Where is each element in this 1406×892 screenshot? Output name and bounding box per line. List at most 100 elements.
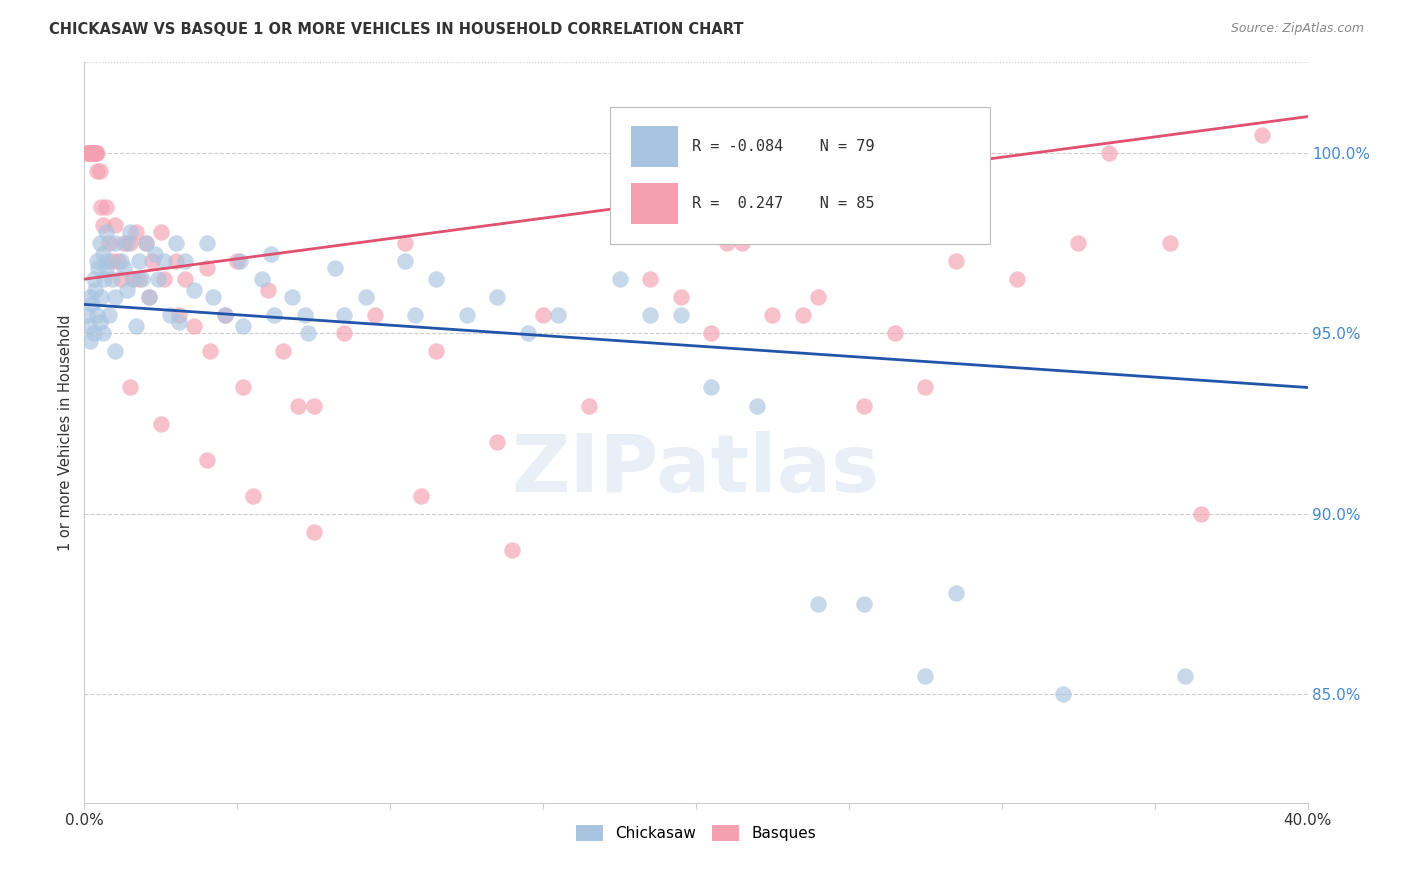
Point — [257, 283, 280, 297]
Point — [97, 235, 120, 250]
Point — [120, 225, 142, 239]
Text: CHICKASAW VS BASQUE 1 OR MORE VEHICLES IN HOUSEHOLD CORRELATION CHART: CHICKASAW VS BASQUE 1 OR MORE VEHICLES I… — [49, 22, 744, 37]
Point — [101, 254, 124, 268]
Point — [104, 290, 127, 304]
Point — [110, 272, 132, 286]
Point — [76, 145, 98, 160]
Point — [281, 290, 304, 304]
Point — [90, 200, 112, 214]
Point — [531, 308, 554, 322]
Point — [84, 145, 107, 160]
Point — [700, 380, 723, 394]
Point — [120, 235, 142, 250]
Point — [502, 543, 524, 558]
Point — [79, 334, 101, 348]
Point — [792, 308, 814, 322]
Point — [159, 308, 181, 322]
Text: ZIPatlas: ZIPatlas — [512, 431, 880, 508]
Point — [638, 272, 661, 286]
Point — [914, 669, 936, 683]
Point — [394, 235, 416, 250]
Point — [82, 145, 104, 160]
Point — [84, 145, 107, 160]
Point — [131, 272, 153, 286]
Point — [195, 261, 218, 276]
Point — [354, 290, 377, 304]
Point — [1098, 145, 1121, 160]
Point — [101, 272, 124, 286]
Point — [1005, 272, 1028, 286]
Point — [883, 326, 905, 341]
Point — [761, 308, 783, 322]
Point — [80, 297, 103, 311]
Point — [1067, 235, 1090, 250]
Point — [195, 235, 218, 250]
Point — [77, 145, 100, 160]
Point — [853, 597, 876, 611]
Point — [83, 326, 105, 341]
Point — [425, 344, 447, 359]
Point — [80, 145, 103, 160]
Point — [323, 261, 346, 276]
Point — [153, 254, 176, 268]
Point — [226, 254, 249, 268]
Point — [853, 399, 876, 413]
Point — [90, 290, 112, 304]
Point — [669, 308, 692, 322]
FancyBboxPatch shape — [610, 107, 990, 244]
Point — [76, 308, 98, 322]
Point — [198, 344, 221, 359]
Point — [669, 290, 692, 304]
Point — [214, 308, 236, 322]
Point — [94, 261, 117, 276]
Point — [79, 145, 101, 160]
Point — [77, 319, 100, 334]
Point — [516, 326, 538, 341]
Point — [333, 308, 356, 322]
Point — [807, 290, 830, 304]
Point — [84, 283, 107, 297]
Point — [174, 254, 197, 268]
Point — [183, 319, 205, 334]
Point — [1174, 669, 1197, 683]
Point — [83, 145, 105, 160]
Bar — [631, 127, 678, 167]
Point — [107, 254, 129, 268]
Point — [404, 308, 426, 322]
Point — [201, 290, 224, 304]
Point — [104, 218, 127, 232]
Point — [77, 145, 100, 160]
Point — [914, 380, 936, 394]
Point — [110, 254, 132, 268]
Point — [122, 272, 145, 286]
Point — [104, 344, 127, 359]
Point — [83, 145, 105, 160]
Point — [167, 316, 190, 330]
Point — [96, 254, 118, 268]
Point — [425, 272, 447, 286]
Point — [91, 326, 114, 341]
Point — [86, 145, 108, 160]
Point — [89, 163, 111, 178]
Point — [80, 145, 103, 160]
Point — [302, 399, 325, 413]
Point — [91, 218, 114, 232]
Point — [486, 290, 509, 304]
Point — [716, 235, 738, 250]
Point — [115, 283, 138, 297]
Point — [93, 272, 115, 286]
Point — [112, 261, 135, 276]
Point — [945, 254, 967, 268]
Point — [138, 290, 160, 304]
Text: R =  0.247    N = 85: R = 0.247 N = 85 — [692, 196, 875, 211]
Point — [94, 225, 117, 239]
Point — [260, 247, 283, 261]
Point — [87, 261, 110, 276]
Point — [195, 452, 218, 467]
Point — [638, 308, 661, 322]
Point — [89, 316, 111, 330]
Point — [141, 254, 163, 268]
Point — [91, 247, 114, 261]
Point — [77, 145, 100, 160]
Point — [232, 380, 254, 394]
